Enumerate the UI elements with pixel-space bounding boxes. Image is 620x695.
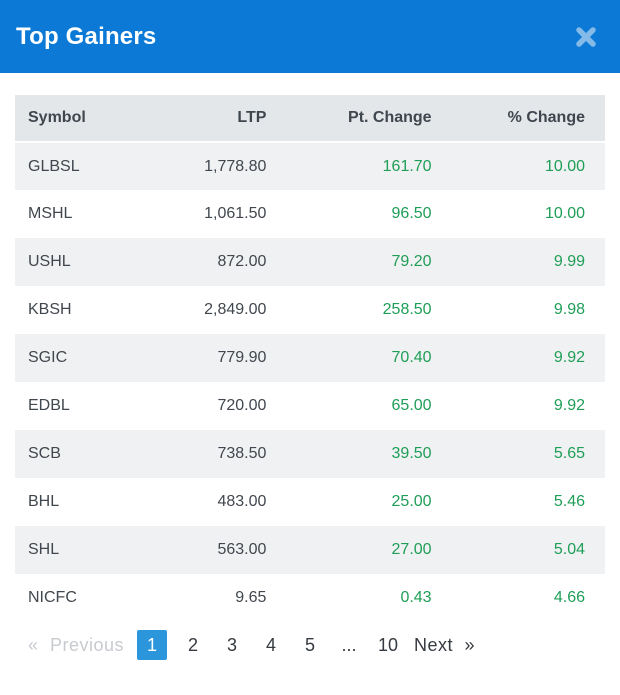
modal-header: Top Gainers (0, 0, 620, 73)
cell-pct-change: 9.98 (553, 301, 585, 318)
pagination-page-5[interactable]: 5 (305, 634, 316, 655)
table-row: NICFC 9.65 0.43 4.66 (15, 574, 605, 622)
table-row: BHL 483.00 25.00 5.46 (15, 478, 605, 526)
cell-pct-change: 10.00 (544, 205, 585, 222)
cell-symbol: EDBL (28, 397, 70, 414)
cell-symbol: MSHL (28, 205, 73, 222)
gainers-table-body: GLBSL 1,778.80 161.70 10.00 MSHL 1,061.50 96.5… (15, 142, 605, 622)
cell-pt-change: 70.40 (391, 349, 432, 366)
cell-pt-change: 39.50 (391, 445, 432, 462)
cell-ltp: 738.50 (217, 445, 267, 462)
close-icon (574, 26, 598, 52)
cell-ltp: 872.00 (217, 253, 267, 270)
table-row: GLBSL 1,778.80 161.70 10.00 (15, 142, 605, 190)
column-header-pt-change: Pt. Change (286, 95, 452, 143)
cell-ltp: 779.90 (217, 349, 267, 366)
cell-symbol: SGIC (28, 349, 68, 366)
cell-pt-change: 27.00 (391, 541, 432, 558)
cell-pct-change: 10.00 (544, 157, 585, 175)
cell-pct-change: 9.92 (553, 397, 585, 414)
pagination-page-4[interactable]: 4 (266, 634, 277, 655)
table-row: USHL 872.00 79.20 9.99 (15, 238, 605, 286)
cell-symbol: SHL (28, 541, 60, 558)
cell-ltp: 1,061.50 (204, 205, 267, 222)
pagination: « Previous 1 2 3 4 5... 10 Next » (28, 630, 605, 660)
table-row: KBSH 2,849.00 258.50 9.98 (15, 286, 605, 334)
cell-symbol: GLBSL (28, 157, 80, 175)
cell-pct-change: 5.46 (553, 493, 585, 510)
column-header-symbol: Symbol (15, 95, 128, 143)
table-row: SHL 563.00 27.00 5.04 (15, 526, 605, 574)
cell-pt-change: 96.50 (391, 205, 432, 222)
pagination-ellipsis: ... (341, 634, 357, 655)
cell-symbol: NICFC (28, 589, 77, 606)
pagination-page-10[interactable]: 10 (378, 634, 399, 655)
table-row: EDBL 720.00 65.00 9.92 (15, 382, 605, 430)
cell-pct-change: 5.04 (553, 541, 585, 558)
table-header-row: Symbol LTP Pt. Change % Change (15, 95, 605, 143)
cell-pt-change: 161.70 (382, 157, 432, 175)
cell-ltp: 2,849.00 (204, 301, 267, 318)
table-row: MSHL 1,061.50 96.50 10.00 (15, 190, 605, 238)
table-row: SGIC 779.90 70.40 9.92 (15, 334, 605, 382)
pagination-next[interactable]: Next » (414, 634, 476, 655)
pagination-page-1[interactable]: 1 (137, 630, 168, 660)
modal-body: Symbol LTP Pt. Change % Change GLBSL 1,77… (0, 73, 620, 660)
cell-pt-change: 258.50 (382, 301, 432, 318)
cell-pct-change: 5.65 (553, 445, 585, 462)
pagination-page-2[interactable]: 2 (188, 634, 199, 655)
cell-pt-change: 25.00 (391, 493, 432, 510)
cell-ltp: 483.00 (217, 493, 267, 510)
cell-pt-change: 0.43 (400, 589, 432, 606)
close-button[interactable] (570, 21, 602, 53)
cell-symbol: USHL (28, 253, 71, 270)
cell-pt-change: 65.00 (391, 397, 432, 414)
cell-pct-change: 4.66 (553, 589, 585, 606)
column-header-pct-change: % Change (451, 95, 605, 143)
cell-symbol: BHL (28, 493, 60, 510)
pagination-previous[interactable]: « Previous (28, 634, 125, 655)
cell-symbol: KBSH (28, 301, 72, 318)
table-row: SCB 738.50 39.50 5.65 (15, 430, 605, 478)
cell-ltp: 9.65 (235, 589, 267, 606)
cell-pt-change: 79.20 (391, 253, 432, 270)
cell-pct-change: 9.92 (553, 349, 585, 366)
cell-symbol: SCB (28, 445, 61, 462)
cell-ltp: 563.00 (217, 541, 267, 558)
pagination-page-3[interactable]: 3 (227, 634, 238, 655)
modal-title: Top Gainers (16, 22, 157, 50)
cell-ltp: 1,778.80 (204, 157, 267, 175)
column-header-ltp: LTP (127, 95, 287, 143)
cell-pct-change: 9.99 (553, 253, 585, 270)
cell-ltp: 720.00 (217, 397, 267, 414)
top-gainers-table: Symbol LTP Pt. Change % Change GLBSL 1,77… (15, 95, 605, 622)
